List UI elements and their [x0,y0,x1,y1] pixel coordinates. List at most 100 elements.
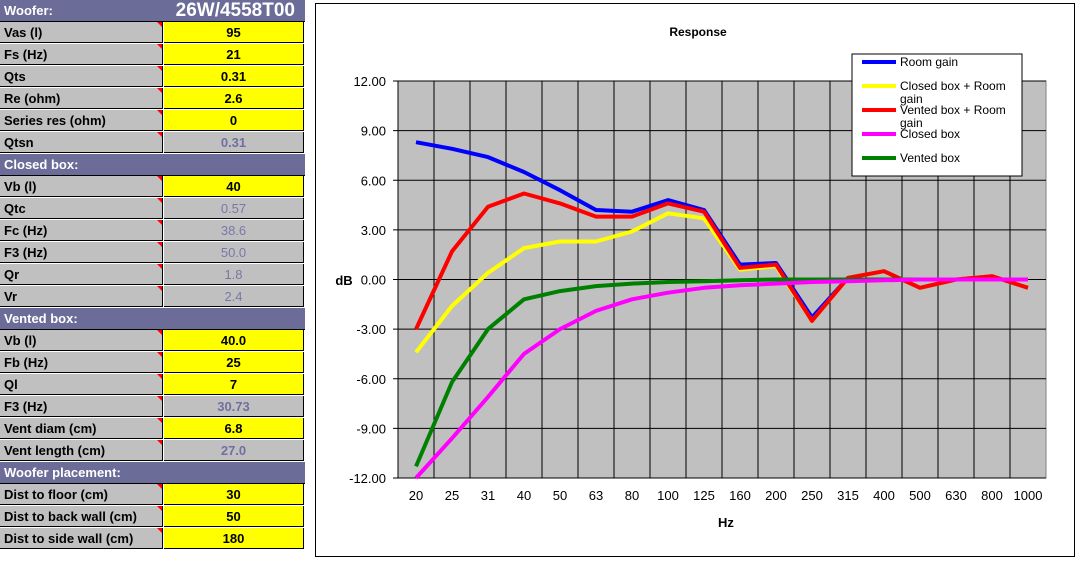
woofer-param-row: Vas (l) 95 [0,22,305,44]
legend-label: Closed box + Room gain [900,79,1006,106]
vented-box-header: Vented box: [0,308,305,330]
woofer-param-label: Fs (Hz) [0,44,163,65]
x-tick-label: 315 [837,488,859,503]
closed-box-param-label: Qtc [0,198,163,219]
x-tick-label: 125 [693,488,715,503]
vented-box-param-row: Fb (Hz) 25 [0,352,305,374]
closed-box-param-value: 1.8 [164,264,304,285]
closed-box-param-value: 0.57 [164,198,304,219]
comment-indicator-icon[interactable] [157,22,162,27]
legend-label: Vented box + Room gain [900,103,1006,130]
vented-box-param-row: Vent length (cm) 27.0 [0,440,305,462]
comment-indicator-icon[interactable] [157,110,162,115]
x-tick-label: 160 [729,488,751,503]
x-tick-label: 100 [657,488,679,503]
comment-indicator-icon[interactable] [157,418,162,423]
woofer-param-value[interactable]: 21 [164,44,304,65]
vented-box-param-row: Ql 7 [0,374,305,396]
x-tick-label: 200 [765,488,787,503]
comment-indicator-icon[interactable] [157,264,162,269]
x-tick-label: 800 [981,488,1003,503]
woofer-placement-param-value[interactable]: 30 [164,484,304,505]
closed-box-param-label: Fc (Hz) [0,220,163,241]
comment-indicator-icon[interactable] [157,66,162,71]
woofer-param-label: Vas (l) [0,22,163,43]
woofer-placement-param-value[interactable]: 50 [164,506,304,527]
comment-indicator-icon[interactable] [157,44,162,49]
chart-svg: 12.00 9.00 6.00 3.00 0.00 -3.00 -6.00 -9.00 -12.… [335,25,1047,530]
vented-box-param-value[interactable]: 7 [164,374,304,395]
closed-box-param-row: Qtc 0.57 [0,198,305,220]
comment-indicator-icon[interactable] [157,88,162,93]
vented-box-param-value[interactable]: 6.8 [164,418,304,439]
woofer-placement-param-row: Dist to back wall (cm) 50 [0,506,305,528]
comment-indicator-icon[interactable] [157,330,162,335]
y-tick-label: 12.00 [353,74,386,89]
woofer-param-row: Qtsn 0.31 [0,132,305,154]
woofer-placement-param-value[interactable]: 180 [164,528,304,549]
woofer-param-label: Re (ohm) [0,88,163,109]
legend-label: Room gain [900,55,958,69]
woofer-placement-header-label: Woofer placement: [4,465,121,480]
woofer-model: 26W/4558T00 [175,0,295,21]
x-tick-label: 40 [517,488,531,503]
comment-indicator-icon[interactable] [157,528,162,533]
closed-box-param-value: 50.0 [164,242,304,263]
woofer-placement-param-row: Dist to side wall (cm) 180 [0,528,305,550]
x-axis-label: Hz [718,515,734,530]
closed-box-param-label: Vb (l) [0,176,163,197]
vented-box-param-label: F3 (Hz) [0,396,163,417]
comment-indicator-icon[interactable] [157,198,162,203]
woofer-param-value[interactable]: 2.6 [164,88,304,109]
comment-indicator-icon[interactable] [157,440,162,445]
comment-indicator-icon[interactable] [157,132,162,137]
vented-box-param-label: Fb (Hz) [0,352,163,373]
woofer-param-value[interactable]: 0.31 [164,66,304,87]
vented-box-param-value: 27.0 [164,440,304,461]
comment-indicator-icon[interactable] [157,484,162,489]
vented-box-param-label: Ql [0,374,163,395]
vented-box-header-label: Vented box: [4,311,78,326]
comment-indicator-icon[interactable] [157,352,162,357]
x-tick-label: 63 [589,488,603,503]
legend-label: Closed box [900,127,960,141]
comment-indicator-icon[interactable] [157,242,162,247]
y-tick-label: 0.00 [361,273,386,288]
y-tick-label: -9.00 [356,421,386,436]
x-tick-label: 250 [801,488,823,503]
vented-box-param-value[interactable]: 25 [164,352,304,373]
comment-indicator-icon[interactable] [157,506,162,511]
comment-indicator-icon[interactable] [157,286,162,291]
y-tick-label: 3.00 [361,223,386,238]
y-tick-label: 6.00 [361,173,386,188]
woofer-param-value[interactable]: 95 [164,22,304,43]
legend-box [851,53,1023,177]
vented-box-param-value[interactable]: 40.0 [164,330,304,351]
closed-box-param-label: Qr [0,264,163,285]
closed-box-header-label: Closed box: [4,157,79,172]
closed-box-param-label: Vr [0,286,163,307]
comment-indicator-icon[interactable] [157,220,162,225]
parameter-sheet: Woofer: 26W/4558T00 Vas (l) 95 Fs (Hz) 21 Qts 0… [0,0,305,560]
y-tick-label: -6.00 [356,372,386,387]
woofer-param-row: Qts 0.31 [0,66,305,88]
woofer-param-row: Fs (Hz) 21 [0,44,305,66]
closed-box-param-label: F3 (Hz) [0,242,163,263]
response-chart: 12.00 9.00 6.00 3.00 0.00 -3.00 -6.00 -9.00 -12.… [315,3,1075,557]
vented-box-param-row: F3 (Hz) 30.73 [0,396,305,418]
x-tick-label: 25 [445,488,459,503]
vented-box-param-label: Vent diam (cm) [0,418,163,439]
woofer-param-value[interactable]: 0 [164,110,304,131]
comment-indicator-icon[interactable] [157,176,162,181]
closed-box-param-value: 2.4 [164,286,304,307]
woofer-header: Woofer: 26W/4558T00 [0,0,305,22]
closed-box-param-row: Qr 1.8 [0,264,305,286]
comment-indicator-icon[interactable] [157,396,162,401]
closed-box-param-value[interactable]: 40 [164,176,304,197]
comment-indicator-icon[interactable] [157,374,162,379]
vented-box-param-label: Vb (l) [0,330,163,351]
x-tick-label: 20 [409,488,423,503]
woofer-param-label: Series res (ohm) [0,110,163,131]
series-line-3 [414,277,1028,480]
x-tick-label: 31 [481,488,495,503]
